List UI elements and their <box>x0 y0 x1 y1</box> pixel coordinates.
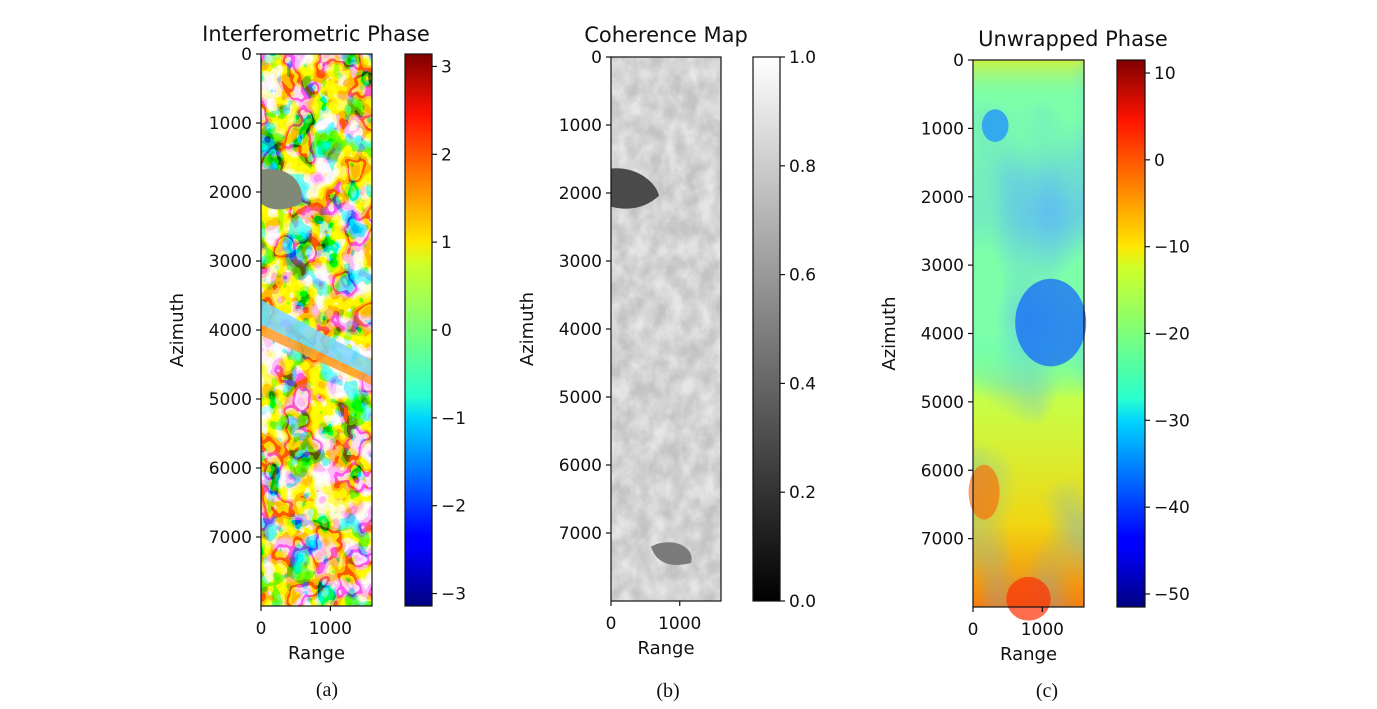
y-tick-label: 2000 <box>559 184 602 204</box>
colorbar-tick-label: 1 <box>441 233 452 253</box>
heatmap-image <box>611 57 721 601</box>
colorbar-tick-label: −20 <box>1154 325 1190 345</box>
panel-caption: (c) <box>1036 680 1058 702</box>
colorbar-tick-label: 0.2 <box>789 483 816 503</box>
unwrapped-high-spot <box>968 464 1000 520</box>
unwrapped-high-region <box>1006 576 1051 621</box>
colorbar: 1.0 0.8 0.6 0.4 0.2 0.0 <box>752 48 816 612</box>
colorbar-tick-label: 0 <box>441 321 452 341</box>
colorbar-tick-label: −50 <box>1154 585 1190 605</box>
colorbar-tick-label: −1 <box>441 409 466 429</box>
colorbar-tick-label: 0.8 <box>789 157 816 177</box>
plot-title: Interferometric Phase <box>202 22 430 46</box>
y-tick-label: 7000 <box>559 524 602 544</box>
colorbar-tick-label: −2 <box>441 497 466 517</box>
phase-runway-band <box>261 299 372 377</box>
colorbar-tick-label: 1.0 <box>789 48 816 68</box>
x-tick-label: 0 <box>968 620 979 640</box>
colorbar-gradient <box>1117 60 1145 607</box>
plot-title: Unwrapped Phase <box>978 27 1168 51</box>
y-axis-label: Azimuth <box>167 293 188 367</box>
x-axis-label: Range <box>637 638 694 659</box>
panel-caption: (a) <box>316 679 338 701</box>
colorbar-tick-label: −10 <box>1154 238 1190 258</box>
panel-a: Interferometric Phase0100020003000400050… <box>167 22 466 701</box>
colorbar-tick-label: 3 <box>441 57 452 77</box>
colorbar-tick-label: −3 <box>441 585 466 605</box>
colorbar: 10 0 −10 −20 −30 −40 −50 <box>1116 59 1190 608</box>
y-tick-label: 3000 <box>559 252 602 272</box>
colorbar-frame <box>752 56 781 602</box>
y-tick-label: 2000 <box>921 188 964 208</box>
x-tick-label: 1000 <box>1021 620 1064 640</box>
panel-c: Unwrapped Phase0100020003000400050006000… <box>879 27 1190 702</box>
colorbar: 3 2 1 0 −1 −2 −3 <box>404 53 466 607</box>
y-tick-label: 7000 <box>921 530 964 550</box>
y-tick-label: 1000 <box>209 114 252 134</box>
y-tick-label: 2000 <box>209 183 252 203</box>
x-axis-label: Range <box>288 643 345 664</box>
x-axis-label: Range <box>1000 644 1057 665</box>
y-tick-label: 5000 <box>921 393 964 413</box>
plot-title: Coherence Map <box>584 23 748 47</box>
y-tick-label: 0 <box>241 45 252 65</box>
unwrapped-low-region <box>1015 278 1087 367</box>
unwrapped-low-spot <box>981 109 1009 143</box>
y-tick-label: 6000 <box>921 461 964 481</box>
colorbar-tick-label: 0.6 <box>789 266 816 286</box>
y-tick-label: 0 <box>953 51 964 71</box>
y-tick-label: 5000 <box>209 390 252 410</box>
panel-b: Coherence Map010002000300040005000600070… <box>517 23 816 702</box>
y-tick-label: 3000 <box>921 256 964 276</box>
y-axis-label: Azimuth <box>879 296 900 370</box>
y-tick-label: 4000 <box>921 325 964 345</box>
y-tick-label: 0 <box>591 48 602 68</box>
colorbar-tick-label: −40 <box>1154 498 1190 518</box>
colorbar-tick-label: 2 <box>441 145 452 165</box>
coherence-texture <box>611 57 721 601</box>
colorbar-tick-label: −30 <box>1154 411 1190 431</box>
colorbar-tick-label: 0.4 <box>789 374 816 394</box>
y-axis-label: Azimuth <box>517 292 538 366</box>
phase-runway-edge <box>261 324 372 386</box>
y-tick-label: 6000 <box>559 456 602 476</box>
coherence-dark-area <box>611 168 659 209</box>
y-tick-label: 5000 <box>559 388 602 408</box>
heatmap-image <box>261 54 372 606</box>
colorbar-gradient <box>753 57 780 601</box>
y-tick-label: 1000 <box>559 116 602 136</box>
colorbar-tick-label: 10 <box>1154 64 1176 84</box>
x-tick-label: 0 <box>256 619 267 639</box>
x-tick-label: 0 <box>606 614 617 634</box>
y-tick-label: 4000 <box>559 320 602 340</box>
panel-caption: (b) <box>656 680 679 702</box>
heatmap-image <box>968 60 1087 621</box>
y-tick-label: 7000 <box>209 528 252 548</box>
y-tick-label: 3000 <box>209 252 252 272</box>
y-tick-label: 1000 <box>921 119 964 139</box>
coherence-town-area <box>651 542 692 565</box>
colorbar-tick-label: 0.0 <box>789 592 816 612</box>
y-tick-label: 6000 <box>209 459 252 479</box>
y-tick-label: 4000 <box>209 321 252 341</box>
colorbar-tick-label: 0 <box>1154 151 1165 171</box>
phase-low-coherence-area <box>261 169 302 210</box>
x-tick-label: 1000 <box>658 614 701 634</box>
colorbar-gradient <box>405 54 432 606</box>
x-tick-label: 1000 <box>309 619 352 639</box>
